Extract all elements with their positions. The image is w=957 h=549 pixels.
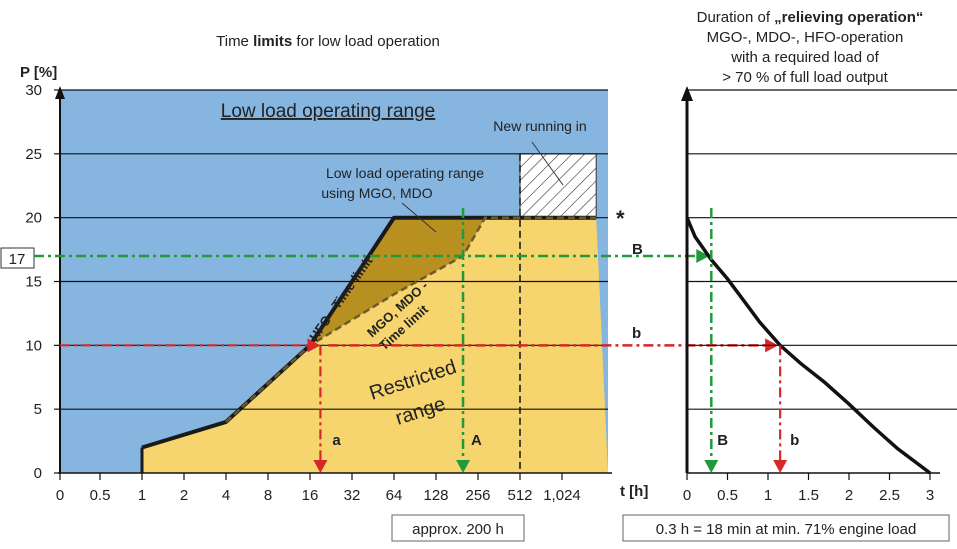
right-x-tick-labels: 0 0.5 1 1.5 2 2.5 3 [683, 473, 934, 504]
right-x-axis-label: t [h] [620, 483, 648, 500]
mgo-region-label-2: using MGO, MDO [321, 185, 432, 201]
left-x-tick-label: 0.5 [90, 487, 111, 504]
right-title-line2: MGO-, MDO-, HFO-operation [707, 29, 904, 46]
left-x-tick-label: 128 [423, 487, 448, 504]
right-title-line4: > 70 % of full load output [722, 69, 888, 86]
y17-box [0, 247, 35, 269]
hfo-time-limit-line [141, 215, 597, 450]
right-grid [687, 89, 957, 410]
left-x-tick-label: 1 [138, 487, 146, 504]
right-x-tick-label: 0 [683, 487, 691, 504]
marker-B-label: B [717, 432, 728, 449]
left-x-tick-label: 2 [180, 487, 188, 504]
marker-a-label: a [332, 432, 341, 449]
left-chart: 0 5 10 15 20 25 30 0 0.5 1 2 4 8 16 32 64 128 256 512 1,02… [0, 33, 625, 542]
left-x-tick-label: 1,024 [543, 487, 581, 504]
left-x-tick-label: 64 [386, 487, 403, 504]
right-y-axis-arrowhead [681, 86, 693, 101]
left-x-tick-label: 512 [507, 487, 532, 504]
left-x-tick-label: 0 [56, 487, 64, 504]
left-x-tick-label: 32 [344, 487, 361, 504]
marker-B: B [704, 208, 728, 473]
right-x-tick-label: 0.5 [717, 487, 738, 504]
marker-a: a [60, 338, 341, 473]
left-y-tick-label: 10 [25, 337, 42, 354]
left-x-tick-label: 256 [465, 487, 490, 504]
duration-note-box [622, 514, 950, 542]
y-axis-arrowhead [55, 86, 65, 99]
low-load-label: Low load operating range [221, 101, 435, 122]
left-y-tick-labels: 0 5 10 15 20 25 30 [25, 82, 60, 482]
marker-b: b [773, 345, 799, 473]
right-x-tick-label: 2.5 [879, 487, 900, 504]
left-y-tick-label: 15 [25, 274, 42, 291]
left-y-tick-label: 30 [25, 82, 42, 99]
duration-note-label: 0.3 h = 18 min at min. 71% engine load [656, 521, 917, 538]
left-x-tick-label: 16 [302, 487, 319, 504]
right-x-tick-label: 2 [845, 487, 853, 504]
left-y-tick-label: 5 [34, 401, 42, 418]
marker-B-label-top: B [632, 241, 643, 258]
left-chart-title: Time limits for low load operation [216, 33, 440, 50]
duration-curve [685, 217, 932, 475]
mgo-region-pointer [401, 202, 437, 233]
right-x-tick-label: 1 [764, 487, 772, 504]
approx-200h-label: approx. 200 h [412, 521, 504, 538]
right-x-tick-label: 3 [926, 487, 934, 504]
marker-b-label: b [790, 432, 799, 449]
left-x-tick-labels: 0 0.5 1 2 4 8 16 32 64 128 256 512 1,024 [56, 473, 581, 504]
marker-A: A [456, 208, 482, 473]
left-x-tick-label: 8 [264, 487, 272, 504]
right-x-tick-label: 1.5 [798, 487, 819, 504]
mgo-mdo-region [226, 217, 597, 422]
y17-label: 17 [9, 251, 26, 268]
link-line-17-arrow [696, 248, 710, 263]
y-axis-label: P [%] [20, 64, 57, 81]
left-y-tick-label: 25 [25, 146, 42, 163]
left-y-tick-label: 0 [34, 465, 42, 482]
marker-b-label-top: b [632, 325, 641, 342]
right-title-line3: with a required load of [730, 49, 879, 66]
mgo-mdo-time-limit-line [225, 216, 597, 423]
new-running-in-pointer [531, 141, 564, 186]
new-running-in-region [519, 153, 597, 219]
left-y-tick-label: 20 [25, 210, 42, 227]
marker-A-label: A [471, 432, 482, 449]
new-running-in-label: New running in [493, 118, 586, 134]
mgo-region-label-1: Low load operating range [326, 165, 484, 181]
approx-200h-box [391, 514, 525, 542]
right-chart: 0 0.5 1 1.5 2 2.5 3 t [h] b B Duration of „rel… [620, 9, 957, 542]
right-title-line1: Duration of „relieving operation“ [697, 9, 924, 26]
asterisk: * [616, 206, 625, 231]
left-x-tick-label: 4 [222, 487, 230, 504]
